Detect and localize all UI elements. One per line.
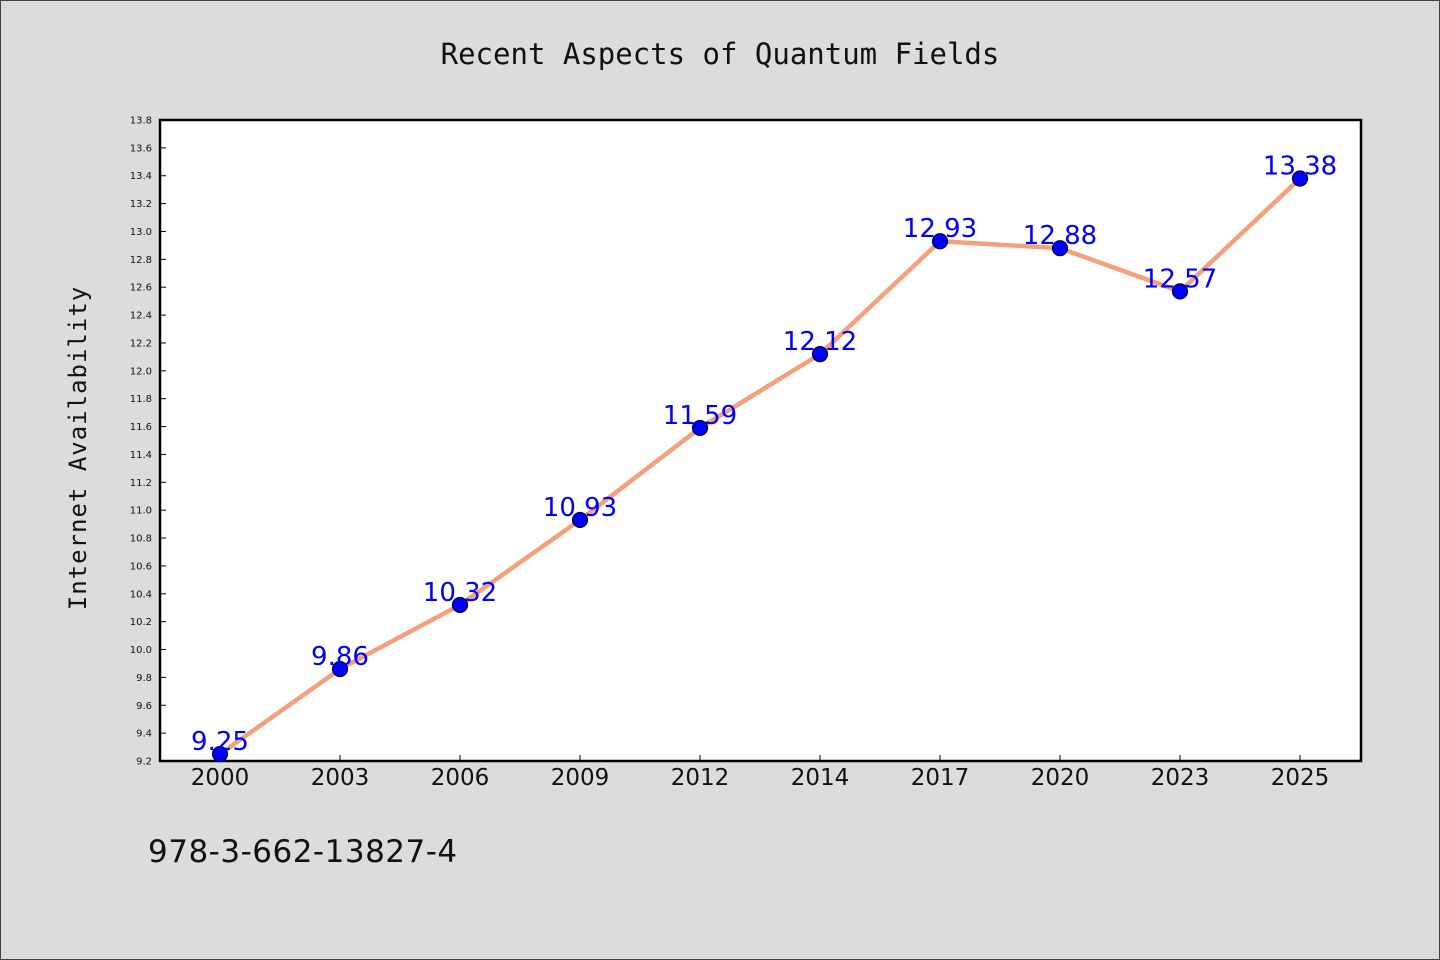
y-tick-label: 12.4 — [130, 311, 152, 322]
y-tick-label: 9.6 — [136, 701, 152, 712]
data-point-marker — [331, 660, 349, 678]
series-line — [217, 176, 1303, 757]
y-tick-label: 11.4 — [130, 450, 152, 461]
data-point-marker — [571, 511, 589, 529]
y-tick-label: 9.2 — [136, 757, 152, 768]
y-tick-label: 11.2 — [130, 478, 152, 489]
data-label: 11.59 — [663, 401, 737, 431]
y-tick-label: 10.8 — [130, 534, 152, 545]
y-tick-label: 9.4 — [136, 729, 152, 740]
y-tick-label: 13.0 — [130, 227, 152, 238]
y-tick-label: 10.0 — [130, 645, 152, 656]
data-label: 12.57 — [1143, 264, 1217, 294]
y-tick-label: 12.8 — [130, 255, 152, 266]
x-tick-label: 2025 — [1271, 765, 1330, 791]
data-label: 9.25 — [191, 727, 249, 757]
data-label: 12.12 — [783, 327, 857, 357]
y-tick-label: 13.4 — [130, 171, 152, 182]
data-label: 10.93 — [543, 493, 617, 523]
y-tick-label: 11.6 — [130, 422, 152, 433]
data-label: 12.93 — [903, 214, 977, 244]
data-point-marker — [211, 745, 229, 763]
x-tick-label: 2000 — [191, 765, 250, 791]
data-markers — [211, 170, 1309, 763]
y-tick-label: 10.6 — [130, 561, 152, 572]
x-tick-label: 2014 — [791, 765, 850, 791]
x-tick-label: 2003 — [311, 765, 370, 791]
x-tick-label: 2020 — [1031, 765, 1090, 791]
data-label: 9.86 — [311, 642, 369, 672]
data-point-marker — [931, 233, 949, 250]
plot-area — [158, 118, 1363, 763]
y-tick-label: 12.2 — [130, 338, 152, 349]
data-label: 12.88 — [1023, 221, 1097, 251]
x-tick-label: 2023 — [1151, 765, 1210, 791]
y-tick-label: 13.2 — [130, 199, 152, 210]
x-axis-ticks: 2000 2003 2006 2009 2012 2014 2017 2020 2023 2025 — [191, 755, 1330, 791]
series-line-path — [217, 176, 1303, 757]
isbn-text: 978-3-662-13827-4 — [148, 834, 458, 870]
data-point-marker — [1171, 283, 1189, 300]
data-labels: 9.25 9.86 10.32 10.93 11.59 12.12 12.93 12.88 12… — [191, 152, 1337, 758]
y-tick-label: 10.2 — [130, 617, 152, 628]
y-tick-label: 12.0 — [130, 366, 152, 377]
x-tick-label: 2017 — [911, 765, 970, 791]
data-point-marker — [451, 596, 469, 614]
x-tick-label: 2009 — [551, 765, 610, 791]
x-tick-label: 2012 — [671, 765, 730, 791]
y-axis-ticks: 9.2 9.4 9.6 9.8 10.0 10.2 10.4 10.6 10.8 11.0 11.2… — [130, 116, 166, 768]
y-tick-label: 11.8 — [130, 394, 152, 405]
y-axis-label: Internet Availability — [64, 286, 92, 610]
x-tick-label: 2006 — [431, 765, 490, 791]
y-tick-label: 9.8 — [136, 673, 152, 684]
data-point-marker — [1051, 240, 1069, 257]
y-tick-label: 10.4 — [130, 589, 152, 600]
y-tick-label: 11.0 — [130, 506, 152, 517]
y-tick-label: 13.6 — [130, 143, 152, 154]
data-label: 13.38 — [1263, 152, 1337, 182]
data-label: 10.32 — [423, 578, 497, 608]
data-point-marker — [1291, 170, 1309, 187]
y-tick-label: 12.6 — [130, 283, 152, 294]
y-tick-label: 13.8 — [130, 116, 152, 127]
chart-title: Recent Aspects of Quantum Fields — [441, 37, 1000, 71]
data-point-marker — [691, 419, 709, 437]
data-point-marker — [811, 346, 829, 363]
